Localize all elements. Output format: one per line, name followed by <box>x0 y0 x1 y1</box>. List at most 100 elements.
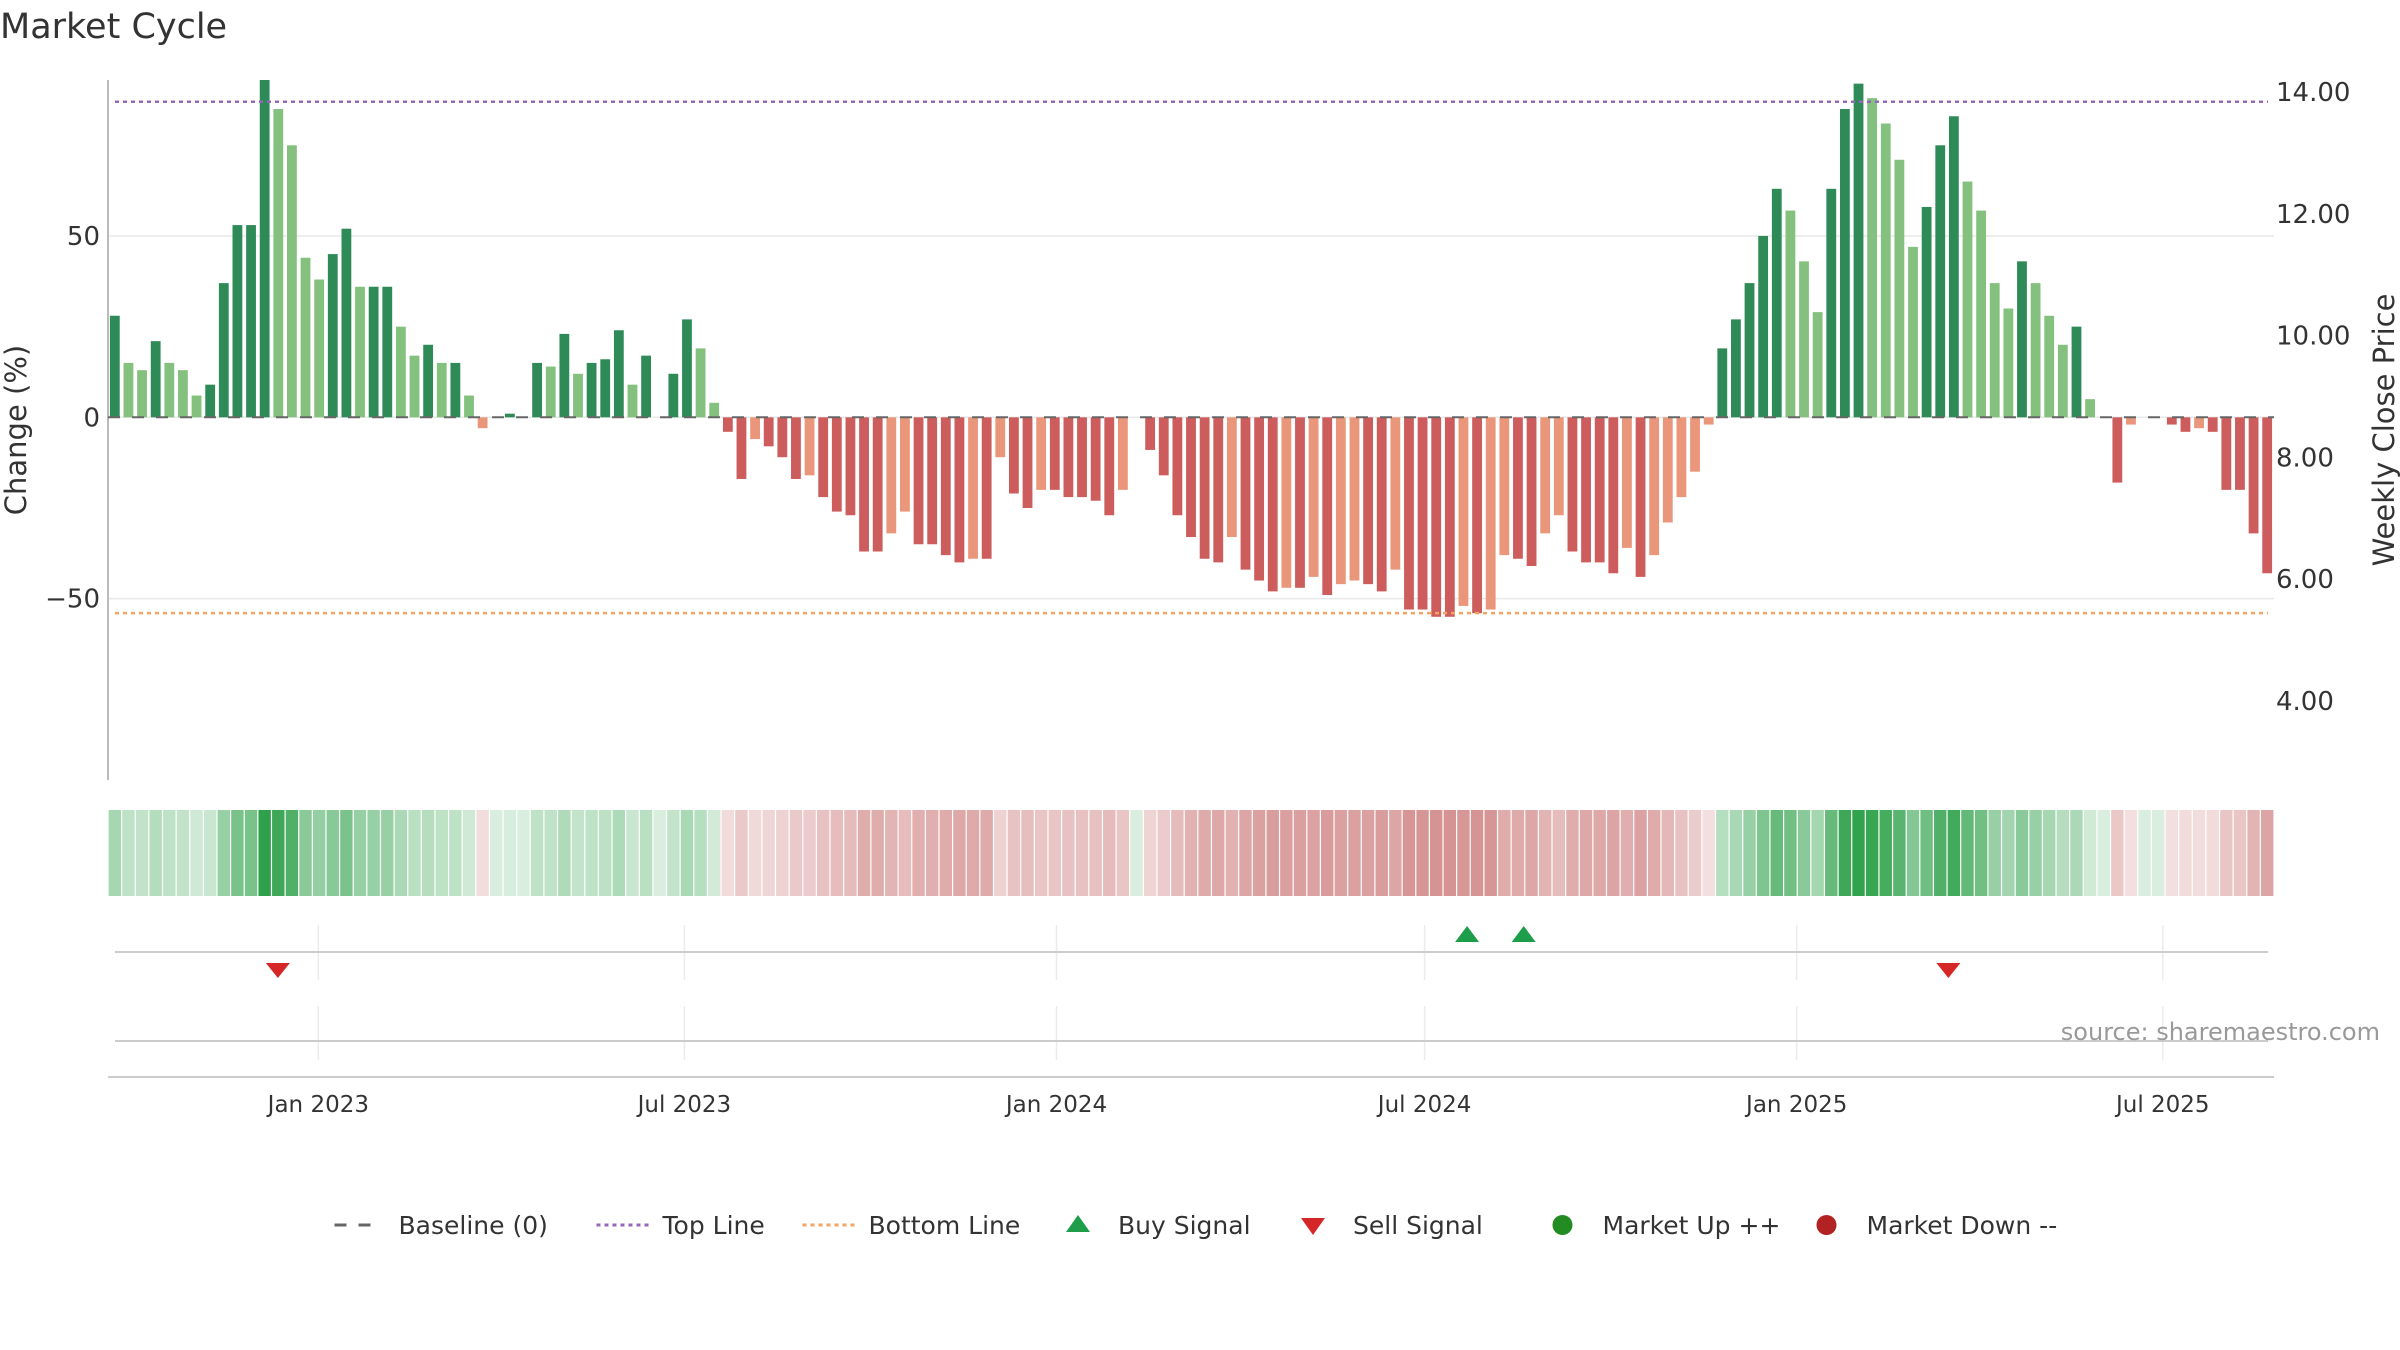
heat-strip <box>108 810 2274 896</box>
bar <box>2030 283 2041 418</box>
heat-cell <box>1184 810 1198 896</box>
bar <box>2044 315 2055 418</box>
heat-cell <box>1116 810 1130 896</box>
bar <box>382 286 393 418</box>
bar <box>2262 417 2273 574</box>
heat-cell <box>994 810 1007 896</box>
heat-cell <box>1089 810 1102 896</box>
heat-cell <box>1675 810 1688 896</box>
legend-label: Market Down -- <box>1867 1211 2058 1240</box>
legend-marker <box>1066 1215 1090 1232</box>
bar <box>314 279 325 418</box>
x-tick-label: Jul 2025 <box>2114 1092 2210 1118</box>
bar <box>1880 123 1891 418</box>
bar <box>2071 326 2082 418</box>
bar <box>791 417 801 479</box>
heat-cell <box>2220 810 2233 896</box>
heat-cell <box>326 810 339 896</box>
heat-cell <box>653 810 666 896</box>
heat-cell <box>939 810 952 896</box>
bar <box>900 417 910 512</box>
legend-marker <box>1552 1215 1573 1235</box>
heat-cell <box>312 810 326 896</box>
bar <box>913 417 924 545</box>
bar <box>1213 417 1224 563</box>
sell-signal-marker <box>265 963 290 978</box>
legend-label: Baseline (0) <box>399 1211 548 1240</box>
heat-cell <box>1239 810 1252 896</box>
bar <box>954 417 965 563</box>
bar <box>1622 417 1632 548</box>
bar <box>1077 417 1087 498</box>
heat-cell <box>1280 810 1293 896</box>
heat-cell <box>1879 810 1892 896</box>
bar <box>1295 417 1305 588</box>
legend: Baseline (0) Top Line Bottom Line Buy Signa… <box>334 1211 2058 1240</box>
bar <box>137 370 147 418</box>
bar <box>327 254 338 418</box>
heat-cell <box>1457 810 1470 896</box>
bar <box>1894 159 1905 418</box>
heat-cell <box>190 810 203 896</box>
bar <box>1703 417 1714 425</box>
heat-cell <box>1825 810 1838 896</box>
bar <box>1499 417 1510 556</box>
heat-cell <box>1743 810 1756 896</box>
heat-cell <box>299 810 312 896</box>
heat-cell <box>2206 810 2219 896</box>
bar <box>409 355 420 418</box>
legend-label: Bottom Line <box>869 1211 1021 1240</box>
bar <box>1472 417 1482 614</box>
bar <box>164 362 175 418</box>
heat-cell <box>1961 810 1974 896</box>
heat-cell <box>1470 810 1484 896</box>
heat-cell <box>721 810 735 896</box>
heat-cell <box>667 810 680 896</box>
bar <box>1553 417 1564 516</box>
heat-cell <box>844 810 857 896</box>
bar <box>1717 348 1728 418</box>
bar <box>395 326 406 418</box>
bar <box>1349 417 1360 581</box>
bar <box>1036 417 1047 490</box>
bar <box>1594 417 1605 563</box>
heat-cell <box>1334 810 1348 896</box>
bar <box>668 373 679 418</box>
bar <box>1049 417 1060 490</box>
heat-cell <box>149 810 162 896</box>
legend-label: Buy Signal <box>1118 1211 1251 1240</box>
bar <box>1758 235 1769 418</box>
heat-cell <box>871 810 884 896</box>
heat-cell <box>966 810 980 896</box>
legend-marker <box>1301 1218 1325 1235</box>
heat-cell <box>1252 810 1266 896</box>
heat-cell <box>639 810 653 896</box>
heat-cell <box>1729 810 1743 896</box>
bar <box>1009 417 1019 494</box>
y-axis-right-label: Weekly Close Price <box>2367 294 2400 567</box>
heat-cell <box>1389 810 1402 896</box>
bar <box>1267 417 1278 592</box>
y-left-tick-label: −50 <box>45 585 100 615</box>
heat-cell <box>599 810 612 896</box>
bar <box>682 319 692 418</box>
heat-cell <box>244 810 258 896</box>
heat-cell <box>1375 810 1388 896</box>
heat-cell <box>585 810 598 896</box>
bar <box>300 257 311 418</box>
heat-cell <box>1756 810 1770 896</box>
bar <box>232 225 243 418</box>
bar <box>423 344 434 418</box>
heat-cell <box>1661 810 1674 896</box>
bar <box>586 362 597 418</box>
heat-cell <box>367 810 380 896</box>
legend-item: Sell Signal <box>1301 1211 1483 1240</box>
heat-cell <box>2111 810 2124 896</box>
heat-cell <box>830 810 844 896</box>
bar <box>1839 109 1850 418</box>
bar <box>2248 417 2259 534</box>
heat-cell <box>2179 810 2192 896</box>
bar <box>1731 319 1741 418</box>
y-right-tick-label: 14.00 <box>2276 78 2350 108</box>
